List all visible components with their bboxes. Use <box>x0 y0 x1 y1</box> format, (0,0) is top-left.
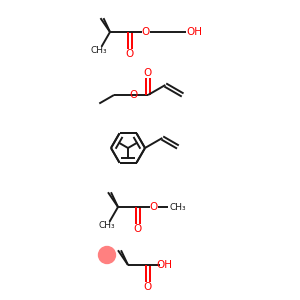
Text: CH₃: CH₃ <box>98 221 115 230</box>
Text: O: O <box>130 90 138 100</box>
Text: O: O <box>144 282 152 292</box>
Circle shape <box>98 247 116 263</box>
Text: O: O <box>126 49 134 59</box>
Text: OH: OH <box>156 260 172 270</box>
Text: O: O <box>150 202 158 212</box>
Text: O: O <box>134 224 142 234</box>
Text: CH₃: CH₃ <box>170 202 186 211</box>
Text: OH: OH <box>186 27 202 37</box>
Text: O: O <box>142 27 150 37</box>
Text: CH₃: CH₃ <box>90 46 107 55</box>
Text: O: O <box>144 68 152 78</box>
